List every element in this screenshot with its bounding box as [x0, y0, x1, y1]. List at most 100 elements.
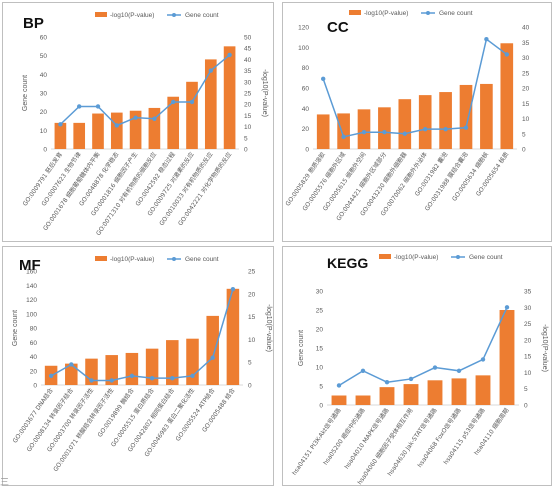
y-tick-left: 120 [298, 25, 309, 32]
line-point [129, 373, 135, 379]
bar [204, 59, 217, 149]
panel-mf: MF -log10(P-value) Gene count 0 20 40 60 80 100… [2, 246, 274, 486]
y-tick-right: 0 [248, 383, 252, 390]
chart-bp: -log10(P-value) Gene count 0 10 20 30 40 50 60 0 5… [21, 12, 268, 237]
y-tick-left: 30 [40, 91, 48, 98]
line-point [109, 378, 114, 383]
y-axis-title-left: Gene count [298, 330, 305, 366]
legend-bar-label: -log10(P-value) [110, 256, 154, 263]
bar [500, 43, 514, 150]
bar [355, 395, 371, 405]
legend-bar-swatch [95, 256, 107, 261]
line-point [384, 380, 390, 385]
y-tick-left: 60 [40, 35, 48, 42]
y-tick-left: 0 [43, 147, 47, 154]
bar [206, 315, 219, 385]
y-tick-left: 140 [26, 283, 37, 290]
line-point [69, 362, 74, 367]
legend: -log10(P-value) Gene count [95, 256, 219, 263]
y-axis-title-right: -log10(P-value) [541, 324, 548, 372]
bar [167, 96, 180, 149]
legend: -log10(P-value) Gene count [349, 10, 473, 17]
y-tick-right: 10 [248, 337, 256, 344]
bar [475, 375, 491, 405]
line-point [208, 68, 213, 73]
bar [427, 380, 443, 405]
line-point [77, 104, 82, 109]
line-point [361, 130, 367, 135]
y-tick-left: 100 [298, 45, 309, 52]
line-point [341, 134, 346, 139]
y-tick-right: 30 [522, 55, 530, 62]
panel-cc: CC -log10(P-value) Gene count 0 20 40 60 80 100… [282, 2, 552, 242]
line-point [432, 365, 438, 370]
line-point [171, 99, 176, 105]
bar [54, 122, 67, 149]
series-line [322, 37, 508, 138]
y-tick-left: 80 [302, 65, 310, 72]
bar [398, 99, 412, 149]
y-tick-right: 5 [248, 360, 252, 367]
y-tick-left: 40 [302, 106, 310, 113]
y-tick-left: 120 [26, 297, 37, 304]
bar [357, 109, 371, 149]
footer-mark: 三 [0, 478, 10, 488]
bar [145, 348, 159, 385]
bar [73, 122, 86, 149]
line-point [170, 375, 175, 381]
line-point [89, 378, 94, 383]
x-tick-label: GO:0005829 胞质溶胶 [284, 151, 327, 208]
legend-bar-label: -log10(P-value) [364, 10, 408, 17]
panel-bp: BP -log10(P-value) Gene count 0 10 20 30 40 50 6… [2, 2, 274, 242]
y-tick-right: 25 [244, 91, 252, 98]
line-point [133, 115, 138, 120]
line-point [408, 376, 414, 382]
bar [125, 352, 139, 385]
y-tick-right: 15 [522, 101, 530, 108]
bar [110, 112, 123, 149]
y-tick-right: 0 [244, 147, 248, 154]
y-tick-left: 20 [40, 109, 48, 116]
bar [166, 340, 179, 385]
line-point [149, 375, 155, 381]
legend-bar-label: -log10(P-value) [110, 12, 154, 19]
y-tick-right: 20 [248, 291, 256, 298]
bar [331, 395, 347, 405]
bar [378, 107, 391, 149]
bar [480, 83, 493, 149]
y-axis-title-right: -log10(P-value) [265, 304, 272, 352]
y-tick-right: 45 [244, 46, 252, 53]
y-tick-right: 0 [524, 403, 528, 410]
line-point [152, 116, 157, 121]
line-point [504, 305, 510, 310]
bar [223, 46, 236, 150]
y-tick-right: 15 [244, 113, 252, 120]
y-tick-right: 10 [524, 370, 532, 377]
y-tick-right: 10 [244, 124, 252, 131]
y-tick-left: 60 [30, 340, 38, 347]
line-point [95, 104, 101, 109]
y-tick-right: 0 [522, 147, 526, 154]
y-tick-right: 10 [522, 116, 530, 123]
series-line [59, 54, 231, 127]
x-tick-label: hsa05200 癌症中的通路 [321, 407, 366, 467]
bar [186, 81, 198, 149]
y-tick-left: 160 [26, 269, 37, 276]
bar [129, 110, 142, 149]
bar [459, 84, 473, 149]
y-tick-right: 50 [244, 35, 252, 42]
x-tick-label: GO:0019899 酶结合 [96, 387, 136, 439]
legend-bar-swatch [349, 10, 361, 15]
legend-line-marker [172, 257, 176, 261]
bar [148, 107, 161, 149]
x-tick-label: hsa04115 p53信号通路 [442, 407, 487, 467]
x-tick-label: GO:0005524 ATP结合 [174, 387, 217, 443]
y-tick-right: 20 [244, 102, 252, 109]
chart-mf: -log10(P-value) Gene count020406080100120… [11, 256, 272, 473]
x-tick-label: hsa04630 Jak-STAT信号通路 [386, 407, 439, 478]
line-point [463, 125, 469, 130]
y-tick-left: 25 [316, 308, 324, 315]
y-tick-left: 40 [40, 72, 48, 79]
line-point [321, 76, 326, 82]
y-tick-right: 35 [524, 289, 532, 296]
